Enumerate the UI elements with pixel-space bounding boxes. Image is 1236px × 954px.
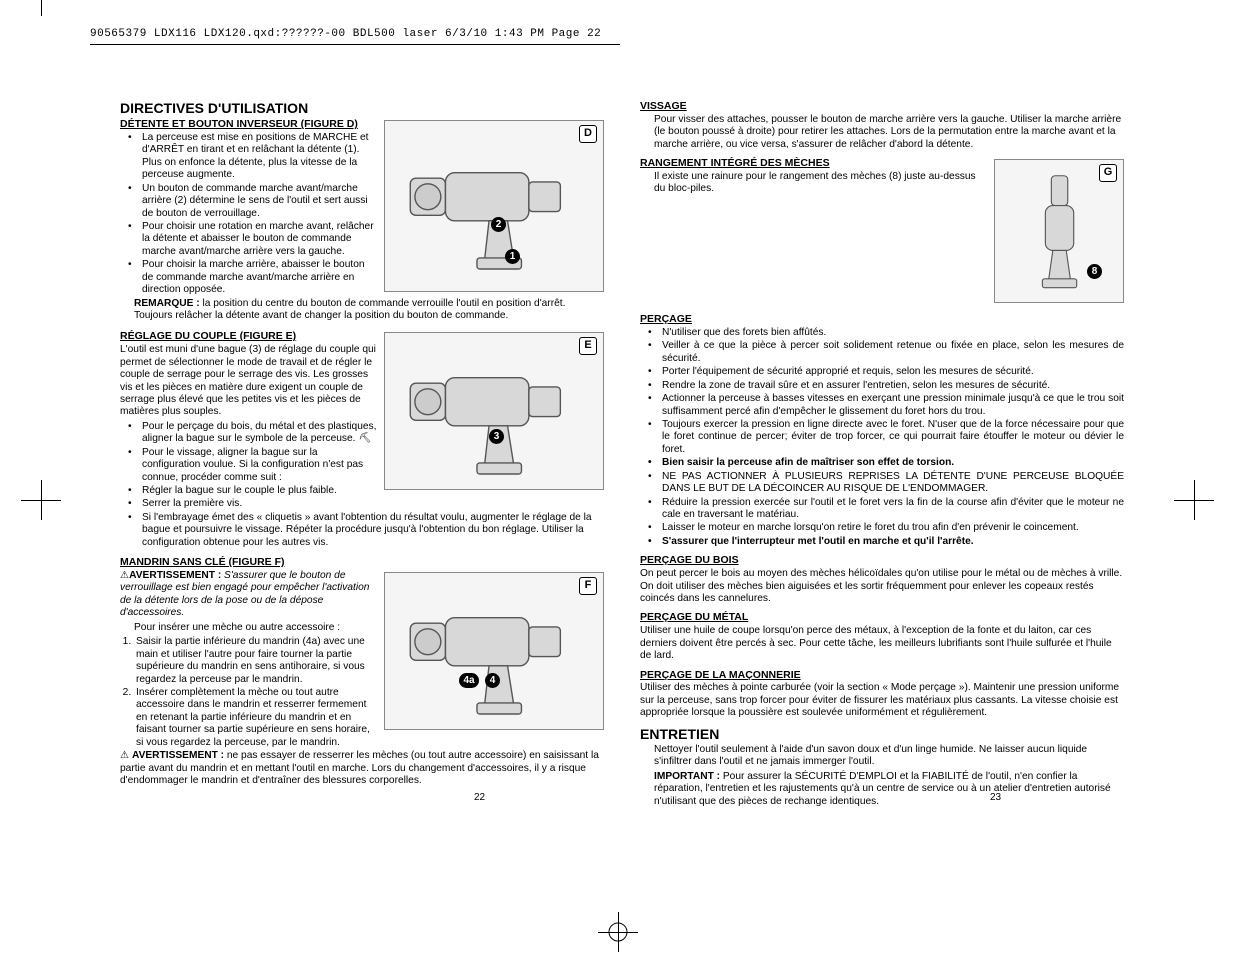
subsection-title: PERÇAGE DE LA MAÇONNERIE — [640, 669, 1124, 682]
bullet-list: La perceuse est mise en positions de MAR… — [134, 132, 604, 297]
subsection-title: PERÇAGE DU MÉTAL — [640, 611, 1124, 624]
header-rule — [90, 44, 620, 45]
list-item: Régler la bague sur le couple le plus fa… — [134, 485, 604, 497]
warning-label: AVERTISSEMENT : — [132, 750, 224, 761]
figure-label: G — [1099, 164, 1117, 182]
important-note: IMPORTANT : Pour assurer la SÉCURITÉ D'E… — [654, 771, 1124, 808]
crop-mark — [41, 0, 42, 16]
callout: 4a — [459, 673, 479, 688]
callout: 4 — [485, 673, 500, 688]
list-item: Porter l'équipement de sécurité appropri… — [654, 366, 1124, 378]
warning-icon: ⚠ — [120, 570, 129, 581]
left-column: DIRECTIVES D'UTILISATION D 2 1 DÉTENTE E… — [120, 100, 604, 810]
list-item: Pour choisir une rotation en marche avan… — [134, 221, 604, 258]
body-text: On peut percer le bois au moyen des mèch… — [640, 568, 1124, 605]
important-text: Pour assurer la SÉCURITÉ D'EMPLOI et la … — [654, 771, 1111, 807]
subsection-title: MANDRIN SANS CLÉ (FIGURE F) — [120, 556, 604, 569]
bullet-list: N'utiliser que des forets bien affûtés. … — [654, 327, 1124, 548]
list-item: Un bouton de commande marche avant/march… — [134, 183, 604, 220]
section-heading: ENTRETIEN — [640, 726, 1124, 743]
list-item: Pour le perçage du bois, du métal et des… — [134, 421, 604, 446]
page-number: 22 — [474, 792, 485, 804]
body-text: Utiliser des mèches à pointe carburée (v… — [640, 682, 1124, 719]
list-item: Toujours exercer la pression en ligne di… — [654, 419, 1124, 456]
register-mark — [598, 912, 638, 952]
list-item: Laisser le moteur en marche lorsqu'on re… — [654, 522, 1124, 534]
warning-label: AVERTISSEMENT : — [129, 570, 221, 581]
list-item: S'assurer que l'interrupteur met l'outil… — [654, 536, 1124, 548]
warning: ⚠ AVERTISSEMENT : ne pas essayer de ress… — [120, 750, 604, 787]
subsection-title: PERÇAGE — [640, 313, 1124, 326]
crop-mark — [21, 500, 61, 501]
right-column: VISSAGE Pour visser des attaches, pousse… — [640, 100, 1124, 810]
bullet-list: Pour le perçage du bois, du métal et des… — [134, 421, 604, 549]
body-text: Pour visser des attaches, pousser le bou… — [654, 114, 1124, 151]
section-heading: DIRECTIVES D'UTILISATION — [120, 100, 604, 117]
list-item: N'utiliser que des forets bien affûtés. — [654, 327, 1124, 339]
subsection-title: VISSAGE — [640, 100, 1124, 113]
list-item: Si l'embrayage émet des « cliquetis » av… — [134, 512, 604, 549]
remark: REMARQUE : la position du centre du bout… — [134, 298, 604, 323]
body-text: Utiliser une huile de coupe lorsqu'on pe… — [640, 625, 1124, 662]
body-text: Nettoyer l'outil seulement à l'aide d'un… — [654, 744, 1124, 769]
list-item: Actionner la perceuse à basses vitesses … — [654, 393, 1124, 418]
page-number: 23 — [990, 792, 1001, 804]
list-item: Veiller à ce que la pièce à percer soit … — [654, 340, 1124, 365]
list-item: La perceuse est mise en positions de MAR… — [134, 132, 604, 182]
warning-icon: ⚠ — [120, 750, 132, 761]
list-item-text: Pour le perçage du bois, du métal et des… — [142, 421, 376, 444]
remark-text: la position du centre du bouton de comma… — [134, 298, 565, 321]
list-item: Pour choisir la marche arrière, abaisser… — [134, 259, 604, 296]
crop-mark — [1174, 500, 1214, 501]
remark-label: REMARQUE : — [134, 298, 200, 309]
press-header: 90565379 LDX116 LDX120.qxd:??????-00 BDL… — [90, 28, 601, 40]
list-item: Bien saisir la perceuse afin de maîtrise… — [654, 457, 1124, 469]
list-item: Réduire la pression exercée sur l'outil … — [654, 497, 1124, 522]
list-item: NE PAS ACTIONNER À PLUSIEURS REPRISES LA… — [654, 471, 1124, 496]
figure-label: F — [579, 577, 597, 595]
figure-label: E — [579, 337, 597, 355]
list-item: Rendre la zone de travail sûre et en ass… — [654, 380, 1124, 392]
drill-symbol-icon: ⛏ — [358, 433, 371, 444]
figure-f: F 4a 4 — [384, 572, 604, 730]
important-label: IMPORTANT : — [654, 771, 720, 782]
subsection-title: PERÇAGE DU BOIS — [640, 554, 1124, 567]
list-item: Pour le vissage, aligner la bague sur la… — [134, 447, 604, 484]
manual-page-spread: 90565379 LDX116 LDX120.qxd:??????-00 BDL… — [0, 0, 1236, 954]
list-item: Serrer la première vis. — [134, 498, 604, 510]
figure-g: G 8 — [994, 159, 1124, 303]
